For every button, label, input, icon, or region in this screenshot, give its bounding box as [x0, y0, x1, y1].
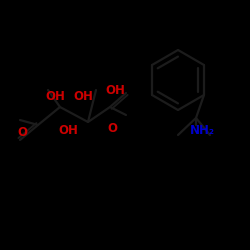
- Text: NH₂: NH₂: [190, 124, 214, 136]
- Text: O: O: [17, 126, 27, 140]
- Text: OH: OH: [105, 84, 125, 96]
- Text: OH: OH: [58, 124, 78, 136]
- Text: OH: OH: [45, 90, 65, 104]
- Text: O: O: [107, 122, 117, 134]
- Text: OH: OH: [73, 90, 93, 104]
